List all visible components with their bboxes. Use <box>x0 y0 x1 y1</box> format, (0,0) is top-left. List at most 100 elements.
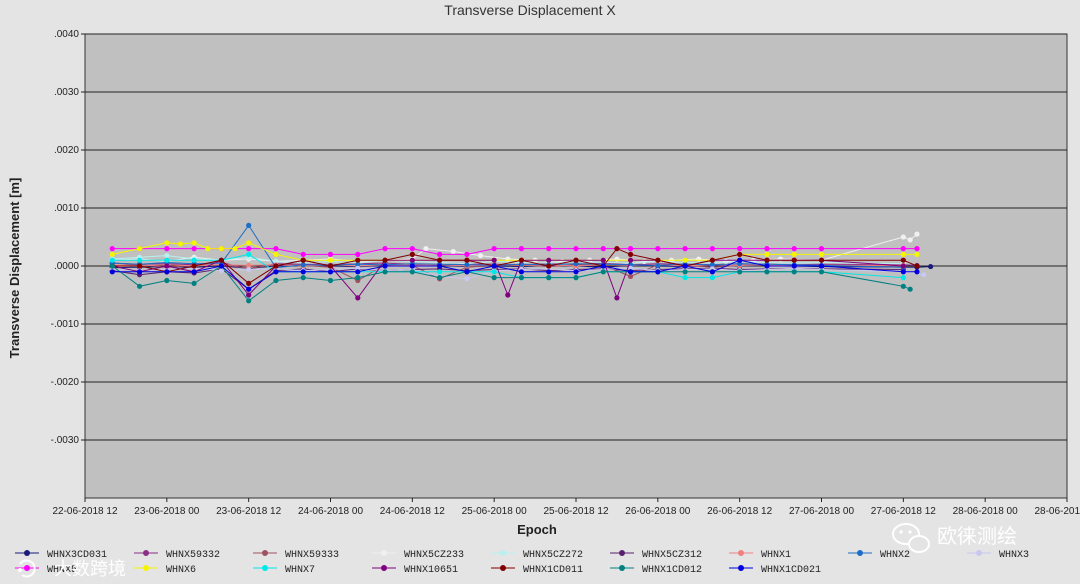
data-point <box>409 269 415 275</box>
data-point <box>614 246 620 252</box>
data-point <box>682 263 688 269</box>
data-point <box>464 276 470 282</box>
data-point <box>246 240 252 246</box>
y-axis-label: Transverse Displacement [m] <box>7 178 22 359</box>
data-point <box>907 237 913 243</box>
x-tick-label: 23-06-2018 00 <box>134 506 199 517</box>
legend-swatch-marker <box>738 550 744 556</box>
data-point <box>409 257 415 263</box>
data-point <box>546 275 552 281</box>
data-point <box>164 246 170 252</box>
legend-swatch-marker <box>24 550 30 556</box>
legend-label: WHNX3CD031 <box>47 550 107 561</box>
data-point <box>382 263 388 269</box>
series-line <box>112 253 904 279</box>
data-point <box>900 283 906 289</box>
legend-swatch-marker <box>857 550 863 556</box>
legend-item: WHNX59333 <box>253 550 339 561</box>
x-tick-label: 28-06-2018 12 <box>1034 506 1080 517</box>
x-tick-label: 27-06-2018 00 <box>789 506 854 517</box>
legend-label: WHNX5CZ272 <box>523 550 583 561</box>
data-point <box>491 263 497 269</box>
data-point <box>600 246 606 252</box>
data-point <box>164 240 170 246</box>
data-point <box>737 269 743 275</box>
watermark-right-text: 欧徕测绘 <box>937 524 1017 548</box>
x-tick-label: 24-06-2018 12 <box>380 506 445 517</box>
data-point <box>273 246 279 252</box>
data-point <box>655 246 661 252</box>
legend-item: WHNX59332 <box>134 550 220 561</box>
data-point <box>682 275 688 281</box>
legend-swatch-marker <box>262 565 268 571</box>
data-point <box>273 269 279 275</box>
data-point <box>614 256 620 262</box>
legend-item: WHNX3CD031 <box>15 550 107 561</box>
data-point <box>737 251 743 257</box>
legend-item: WHNX1CD011 <box>491 565 583 576</box>
data-point <box>191 263 197 269</box>
legend-label: WHNX1CD011 <box>523 565 583 576</box>
data-point <box>764 263 770 269</box>
data-point <box>300 262 306 268</box>
data-point <box>464 269 470 275</box>
data-point <box>546 246 552 252</box>
data-point <box>109 251 115 257</box>
data-point <box>682 269 688 275</box>
data-point <box>518 275 525 281</box>
series-line <box>112 247 918 285</box>
legend-swatch-marker <box>381 550 387 556</box>
legend-item: WHNX1CD012 <box>610 565 702 576</box>
data-point <box>709 275 715 281</box>
x-tick-label: 28-06-2018 00 <box>953 506 1018 517</box>
data-point <box>818 257 825 263</box>
data-point <box>218 268 224 274</box>
legend-swatch-marker <box>738 565 744 571</box>
legend-swatch-marker <box>143 550 149 556</box>
data-point <box>505 292 511 298</box>
data-point <box>546 263 552 269</box>
data-point <box>164 257 170 263</box>
legend-item: WHNX5CZ312 <box>610 550 702 561</box>
legend-label: WHNX1CD012 <box>642 565 702 576</box>
data-point <box>818 269 825 275</box>
data-point <box>627 269 634 275</box>
data-point <box>709 257 715 263</box>
data-point <box>355 275 361 281</box>
watermark-left: 大数跨境 <box>18 559 126 580</box>
data-point <box>791 251 797 257</box>
data-point <box>464 257 470 263</box>
data-point <box>709 246 715 252</box>
data-point <box>791 269 797 275</box>
data-point <box>914 269 920 275</box>
data-point <box>655 262 661 269</box>
data-point <box>573 246 579 252</box>
watermark-left-text: 大数跨境 <box>54 559 126 580</box>
legend-item: WHNX3 <box>967 550 1029 561</box>
data-point <box>382 257 388 263</box>
data-point <box>900 234 906 240</box>
legend-swatch-marker <box>619 565 625 571</box>
data-point <box>723 258 729 264</box>
data-point <box>136 269 143 275</box>
data-point <box>764 246 770 252</box>
data-point <box>546 257 552 263</box>
data-point <box>246 246 252 252</box>
x-axis-label: Epoch <box>517 522 557 537</box>
data-point <box>273 251 279 257</box>
data-point <box>246 298 252 304</box>
legend-item: WHNX5CZ272 <box>491 550 583 561</box>
data-point <box>437 263 443 269</box>
data-point <box>600 269 606 275</box>
data-point <box>327 257 334 263</box>
data-point <box>737 257 743 263</box>
data-point <box>928 263 934 270</box>
data-point <box>627 257 634 263</box>
legend-label: WHNX5 <box>47 565 77 576</box>
data-point <box>477 252 484 259</box>
data-point <box>164 252 170 259</box>
data-point <box>218 246 224 252</box>
data-point <box>355 295 361 301</box>
data-point <box>914 246 920 252</box>
